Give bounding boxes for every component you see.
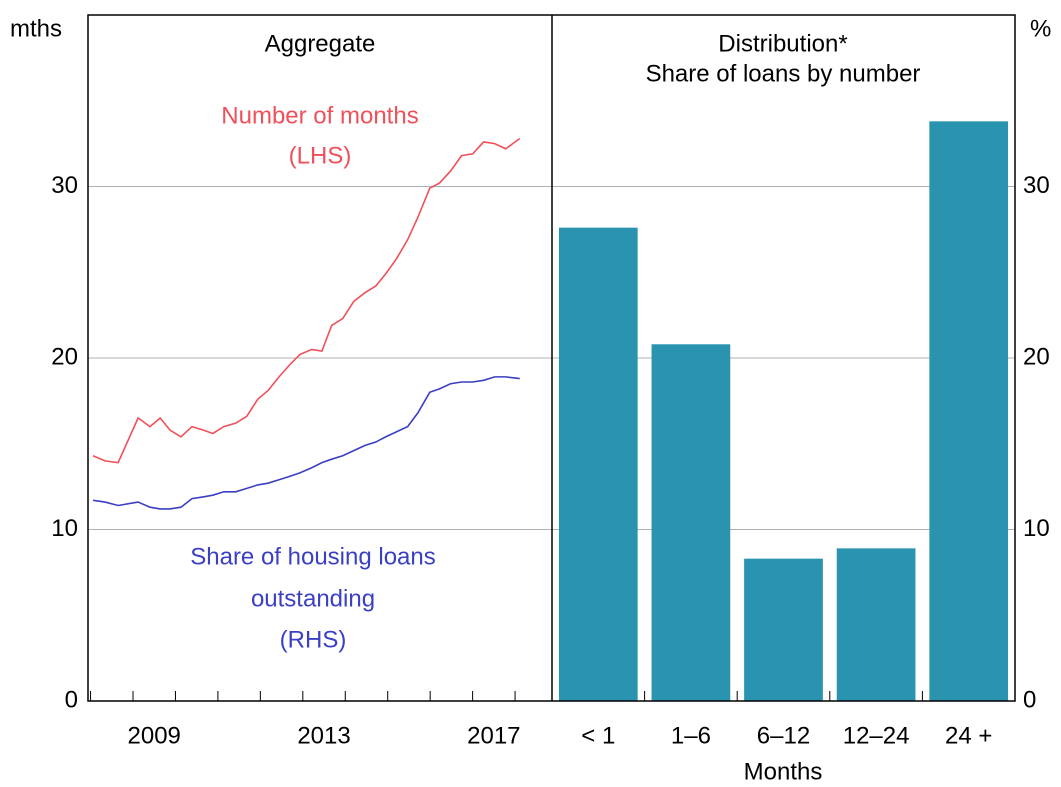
x-tick-label: 12–24 [843,722,910,749]
y-tick-label: 30 [51,172,78,199]
x-tick-label: 24 + [945,722,992,749]
line-series [92,376,520,510]
y-tick-label: 20 [51,343,78,370]
y-tick-label: 0 [1023,686,1036,713]
series-annotation: (RHS) [280,626,347,653]
panel-title: Aggregate [265,30,376,57]
bar [836,548,916,701]
x-axis-label: Months [744,758,823,785]
panel-title: Distribution* [718,30,847,57]
x-tick-label: 2013 [297,722,350,749]
x-tick-label: 1–6 [671,722,711,749]
y-tick-label: 0 [65,686,78,713]
series-annotation: Share of housing loans [190,543,436,570]
panel-subtitle: Share of loans by number [646,60,921,87]
bar [744,558,823,701]
y-tick-label: 10 [1023,515,1050,542]
y-axis-label: mths [10,15,62,42]
x-tick-label: 6–12 [757,722,810,749]
bar [929,121,1009,701]
y-tick-label: 20 [1023,343,1050,370]
x-tick-label: 2009 [128,722,181,749]
line-series [92,137,521,464]
y-tick-label: 30 [1023,172,1050,199]
bar [558,227,638,701]
y2-axis-label: % [1030,15,1051,42]
x-tick-label: 2017 [467,722,520,749]
series-annotation: (LHS) [289,142,352,169]
series-annotation: outstanding [251,585,375,612]
y-tick-label: 10 [51,515,78,542]
bar [651,344,731,701]
series-annotation: Number of months [221,102,418,129]
x-tick-label: < 1 [581,722,615,749]
